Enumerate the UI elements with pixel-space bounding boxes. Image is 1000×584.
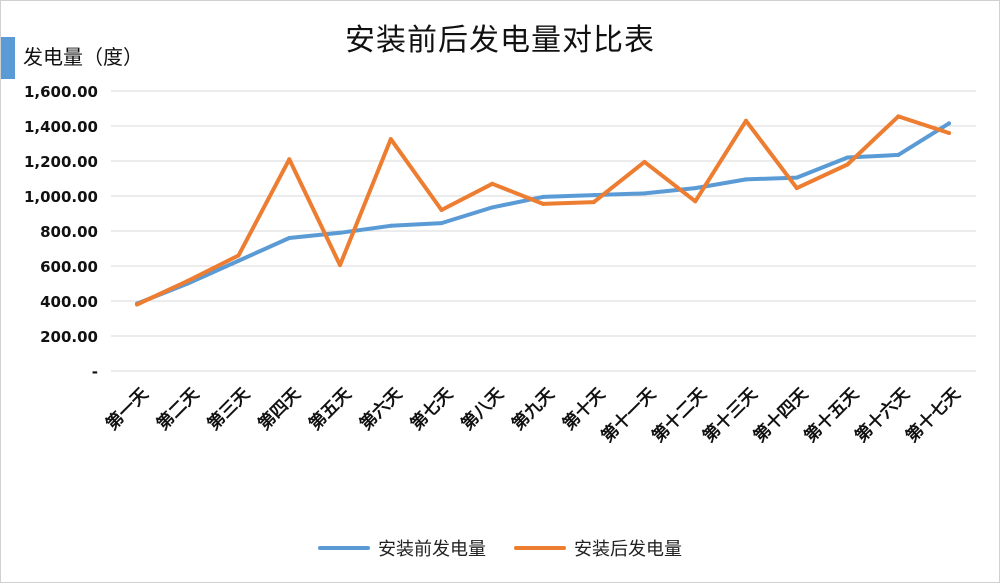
x-tick-label: 第十一天 [597,383,661,447]
x-tick-label: 第二天 [152,383,204,435]
data-point [439,221,444,226]
x-tick-label: 第一天 [102,383,154,435]
data-point [642,159,647,164]
data-point [845,155,850,160]
data-point [236,253,241,258]
y-tick-label: 1,400.00 [24,118,98,136]
series-line-after [135,114,951,307]
data-point [947,121,951,126]
data-point [541,201,545,206]
y-axis-label: 发电量（度） [23,45,143,69]
data-point [490,181,495,186]
y-tick-label: 800.00 [40,223,98,241]
x-tick-label: 第十六天 [851,383,915,447]
x-tick-label: 第十七天 [902,383,966,447]
data-point [541,194,545,199]
data-point [287,236,292,240]
data-point [896,152,901,157]
accent-bar [1,37,15,79]
y-tick-label: 1,200.00 [24,153,98,171]
data-point [896,114,901,119]
data-point [490,205,495,210]
data-point [794,175,799,180]
legend-label-before: 安装前发电量 [378,539,486,560]
data-point [287,157,292,162]
x-tick-label: 第四天 [254,383,306,435]
x-tick-label: 第十五天 [800,383,864,447]
data-point [439,208,444,212]
legend-item-before: 安装前发电量 [318,535,486,561]
data-point [744,177,748,182]
data-point [338,263,342,268]
data-point [693,199,698,204]
data-point [845,162,850,167]
data-point [947,131,951,135]
x-tick-label: 第九天 [508,383,560,435]
x-tick-label: 第六天 [355,383,407,435]
data-point [744,118,748,123]
data-point [693,186,698,191]
legend-swatch-before [318,546,370,550]
y-tick-label: 1,600.00 [24,83,98,101]
data-point [388,223,393,228]
data-point [338,230,342,235]
x-tick-label: 第三天 [203,383,255,435]
x-tick-label: 第七天 [406,383,458,435]
y-tick-label: 1,000.00 [24,188,98,206]
x-tick-label: 第十四天 [749,383,813,447]
data-point [591,193,596,198]
x-tick-label: 第十二天 [648,383,712,447]
data-point [135,302,139,307]
y-tick-label: 400.00 [40,293,98,311]
y-tick-label: 600.00 [40,258,98,276]
data-point [185,278,190,283]
x-tick-label: 第八天 [457,383,509,435]
data-point [794,186,799,191]
chart-title: 安装前后发电量对比表 [345,23,655,58]
data-point [236,258,241,263]
legend-swatch-after [514,546,566,550]
legend-item-after: 安装后发电量 [514,535,682,561]
x-tick-label: 第五天 [305,383,357,435]
data-point [388,137,393,142]
y-tick-label: 200.00 [40,328,98,346]
data-point [642,191,647,196]
y-tick-label: - [92,363,98,381]
x-tick-label: 第十三天 [699,383,763,447]
data-point [591,200,596,205]
legend-label-after: 安装后发电量 [574,539,682,560]
legend: 安装前发电量 安装后发电量 [1,535,999,561]
